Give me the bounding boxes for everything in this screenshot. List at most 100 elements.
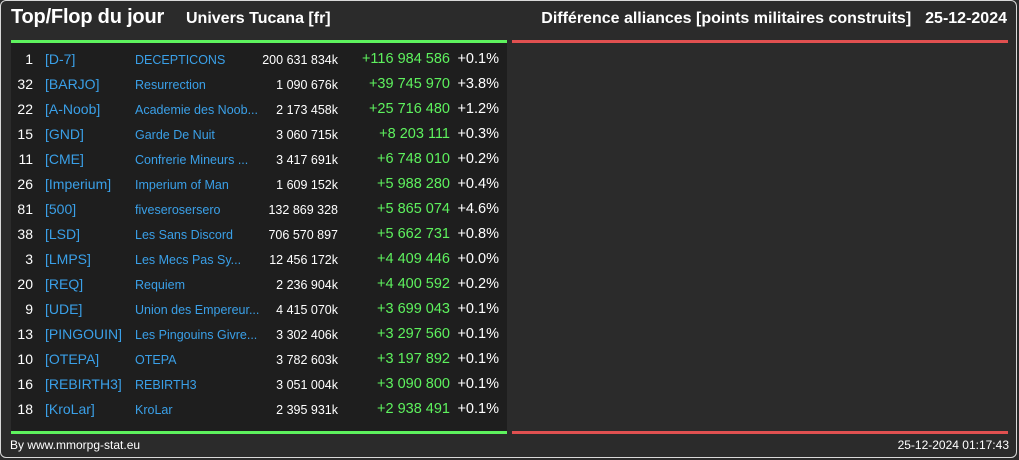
alliance-name-link[interactable]: REBIRTH3 xyxy=(135,378,197,392)
delta-value: +4 400 592 xyxy=(377,276,450,292)
rank: 22 xyxy=(17,101,33,117)
alliance-name-link[interactable]: Requiem xyxy=(135,278,186,292)
percent-value: +0.1% xyxy=(457,326,499,342)
percent-value: +0.0% xyxy=(457,251,499,267)
alliance-tag-link[interactable]: [PINGOUIN] xyxy=(45,326,123,342)
alliance-name-link[interactable]: DECEPTICONS xyxy=(135,53,226,67)
header-date: 25-12-2024 xyxy=(925,10,1007,27)
alliance-name-link[interactable]: Resurrection xyxy=(135,78,206,92)
list-item: 81 [500] fiveserosersero 132 869 328 +5 865 … xyxy=(11,198,507,223)
delta-value: +3 297 560 xyxy=(377,326,450,342)
rank: 1 xyxy=(25,51,33,67)
rank: 20 xyxy=(17,276,33,292)
alliance-name-link[interactable]: fiveserosersero xyxy=(135,203,221,217)
alliance-name-link[interactable]: OTEPA xyxy=(135,353,177,367)
delta-value: +5 988 280 xyxy=(377,176,450,192)
percent-value: +0.1% xyxy=(457,376,499,392)
delta-value: +2 938 491 xyxy=(377,401,450,417)
delta-value: +3 699 043 xyxy=(377,301,450,317)
alliance-name-link[interactable]: Union des Empereur... xyxy=(135,303,260,317)
alliance-tag-link[interactable]: [LMPS] xyxy=(45,251,91,267)
alliance-tag-link[interactable]: [REBIRTH3] xyxy=(45,376,122,392)
alliance-tag-link[interactable]: [A-Noob] xyxy=(45,101,101,117)
alliance-tag-link[interactable]: [CME] xyxy=(45,151,84,167)
list-item: 18 [KroLar] KroLar 2 395 931k +2 938 491 +0.1… xyxy=(11,398,507,423)
percent-value: +0.1% xyxy=(457,351,499,367)
delta-value: +3 197 892 xyxy=(377,351,450,367)
rank: 18 xyxy=(17,401,33,417)
list-item: 26 [Imperium] Imperium of Man 1 609 152k +5 … xyxy=(11,173,507,198)
list-item: 16 [REBIRTH3] REBIRTH3 3 051 004k +3 090 800… xyxy=(11,373,507,398)
alliance-tag-link[interactable]: [500] xyxy=(45,201,77,217)
page-title: Top/Flop du jour xyxy=(11,6,165,28)
points-value: 3 417 691k xyxy=(276,153,338,167)
points-value: 3 060 715k xyxy=(276,128,338,142)
points-value: 2 236 904k xyxy=(276,278,338,292)
rank: 81 xyxy=(17,201,33,217)
delta-value: +5 662 731 xyxy=(377,226,450,242)
alliance-tag-link[interactable]: [UDE] xyxy=(45,301,83,317)
rank: 10 xyxy=(17,351,33,367)
delta-value: +8 203 111 xyxy=(379,126,450,142)
delta-value: +3 090 800 xyxy=(377,376,450,392)
points-value: 1 609 152k xyxy=(276,178,338,192)
list-item: 20 [REQ] Requiem 2 236 904k +4 400 592 +0.2% xyxy=(11,273,507,298)
alliance-name-link[interactable]: Les Sans Discord xyxy=(135,228,233,242)
delta-value: +6 748 010 xyxy=(377,151,450,167)
alliance-tag-link[interactable]: [LSD] xyxy=(45,226,81,242)
percent-value: +3.8% xyxy=(457,76,499,92)
bottom-divider-red xyxy=(512,431,1008,434)
alliance-name-link[interactable]: Les Pingouins Givre... xyxy=(135,328,258,342)
points-value: 2 173 458k xyxy=(276,103,338,117)
alliance-name-link[interactable]: Les Mecs Pas Sy... xyxy=(135,253,242,267)
list-item: 11 [CME] Confrerie Mineurs ... 3 417 691k +6… xyxy=(11,148,507,173)
delta-value: +4 409 446 xyxy=(377,251,450,267)
alliance-name-link[interactable]: KroLar xyxy=(135,403,173,417)
rank: 11 xyxy=(18,151,33,167)
delta-value: +5 865 074 xyxy=(377,201,450,217)
universe-label: Univers Tucana [fr] xyxy=(186,10,331,27)
percent-value: +0.2% xyxy=(457,276,499,292)
percent-value: +0.8% xyxy=(457,226,499,242)
top-list: 1 [D-7] DECEPTICONS 200 631 834k +116 984 58… xyxy=(11,48,507,423)
points-value: 706 570 897 xyxy=(268,228,338,242)
percent-value: +1.2% xyxy=(457,101,499,117)
alliance-tag-link[interactable]: [GND] xyxy=(45,126,84,142)
rank: 9 xyxy=(25,301,33,317)
description-text: Différence alliances [points militaires … xyxy=(541,10,912,27)
alliance-name-link[interactable]: Imperium of Man xyxy=(135,178,229,192)
alliance-tag-link[interactable]: [KroLar] xyxy=(45,401,95,417)
points-value: 1 090 676k xyxy=(276,78,338,92)
alliance-name-link[interactable]: Academie des Noob... xyxy=(135,103,258,117)
points-value: 132 869 328 xyxy=(268,203,338,217)
percent-value: +0.3% xyxy=(457,126,499,142)
rank: 26 xyxy=(17,176,33,192)
bottom-divider-green xyxy=(11,431,507,434)
alliance-tag-link[interactable]: [REQ] xyxy=(45,276,84,292)
points-value: 4 415 070k xyxy=(276,303,338,317)
alliance-tag-link[interactable]: [D-7] xyxy=(45,51,76,67)
percent-value: +4.6% xyxy=(457,201,499,217)
alliance-tag-link[interactable]: [Imperium] xyxy=(45,176,112,192)
points-value: 2 395 931k xyxy=(276,403,338,417)
alliance-name-link[interactable]: Garde De Nuit xyxy=(135,128,215,142)
list-item: 38 [LSD] Les Sans Discord 706 570 897 +5 662… xyxy=(11,223,507,248)
percent-value: +0.1% xyxy=(457,301,499,317)
list-item: 1 [D-7] DECEPTICONS 200 631 834k +116 984 58… xyxy=(11,48,507,73)
rank: 15 xyxy=(17,126,33,142)
rank: 16 xyxy=(17,376,33,392)
alliance-tag-link[interactable]: [OTEPA] xyxy=(45,351,100,367)
top-divider-green xyxy=(11,40,507,43)
list-item: 32 [BARJO] Resurrection 1 090 676k +39 745 9… xyxy=(11,73,507,98)
rank: 3 xyxy=(25,251,33,267)
points-value: 3 051 004k xyxy=(276,378,338,392)
top-panel xyxy=(11,42,507,432)
rank: 32 xyxy=(17,76,33,92)
alliance-tag-link[interactable]: [BARJO] xyxy=(45,76,100,92)
delta-value: +25 716 480 xyxy=(368,101,450,117)
list-item: 22 [A-Noob] Academie des Noob... 2 173 458k… xyxy=(11,98,507,123)
list-item: 15 [GND] Garde De Nuit 3 060 715k +8 203 111… xyxy=(11,123,507,148)
list-item: 3 [LMPS] Les Mecs Pas Sy... 12 456 172k +4 4… xyxy=(11,248,507,273)
alliance-name-link[interactable]: Confrerie Mineurs ... xyxy=(135,153,249,167)
